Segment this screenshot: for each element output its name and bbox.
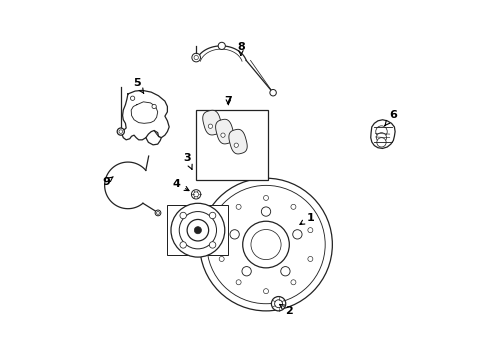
Text: 8: 8: [237, 42, 244, 55]
Circle shape: [219, 228, 224, 233]
Polygon shape: [215, 119, 233, 144]
Circle shape: [219, 256, 224, 261]
Circle shape: [375, 126, 386, 137]
Text: 2: 2: [279, 305, 293, 316]
Text: 5: 5: [133, 78, 143, 93]
Text: 6: 6: [384, 111, 396, 126]
Text: 1: 1: [299, 213, 314, 225]
Circle shape: [209, 212, 215, 219]
Circle shape: [229, 230, 239, 239]
Circle shape: [242, 221, 289, 268]
Circle shape: [218, 42, 225, 49]
Circle shape: [119, 130, 122, 134]
Circle shape: [271, 297, 285, 311]
Text: 4: 4: [172, 179, 188, 190]
Circle shape: [263, 195, 268, 201]
Circle shape: [236, 280, 241, 285]
Circle shape: [187, 220, 208, 241]
Polygon shape: [203, 110, 221, 135]
Circle shape: [261, 207, 270, 216]
Polygon shape: [370, 120, 394, 148]
Circle shape: [180, 212, 186, 219]
Circle shape: [171, 203, 224, 257]
Circle shape: [376, 138, 386, 147]
Circle shape: [234, 143, 238, 147]
Circle shape: [191, 53, 200, 62]
Circle shape: [194, 226, 201, 234]
Circle shape: [290, 204, 295, 210]
Polygon shape: [228, 129, 247, 154]
Circle shape: [280, 266, 289, 276]
Circle shape: [155, 210, 161, 216]
Circle shape: [221, 133, 224, 137]
Circle shape: [250, 229, 281, 260]
Circle shape: [193, 192, 198, 197]
Circle shape: [242, 266, 251, 276]
Circle shape: [180, 242, 186, 248]
Bar: [196, 110, 267, 180]
Circle shape: [236, 204, 241, 210]
Circle shape: [307, 228, 312, 233]
Text: 7: 7: [224, 96, 232, 106]
Circle shape: [307, 256, 312, 261]
Circle shape: [191, 190, 201, 199]
Circle shape: [117, 128, 124, 135]
Text: 3: 3: [183, 153, 192, 169]
Circle shape: [199, 178, 332, 311]
Circle shape: [274, 300, 282, 308]
Circle shape: [209, 242, 215, 248]
Circle shape: [156, 211, 159, 214]
Circle shape: [152, 104, 156, 109]
Circle shape: [376, 133, 386, 143]
Circle shape: [269, 90, 276, 96]
Circle shape: [208, 124, 212, 129]
Circle shape: [292, 230, 302, 239]
Text: 9: 9: [102, 177, 113, 187]
Circle shape: [179, 212, 216, 249]
Circle shape: [206, 185, 325, 304]
Bar: [167, 205, 228, 255]
Circle shape: [194, 55, 198, 60]
Circle shape: [263, 289, 268, 294]
Circle shape: [130, 96, 135, 100]
Circle shape: [290, 280, 295, 285]
